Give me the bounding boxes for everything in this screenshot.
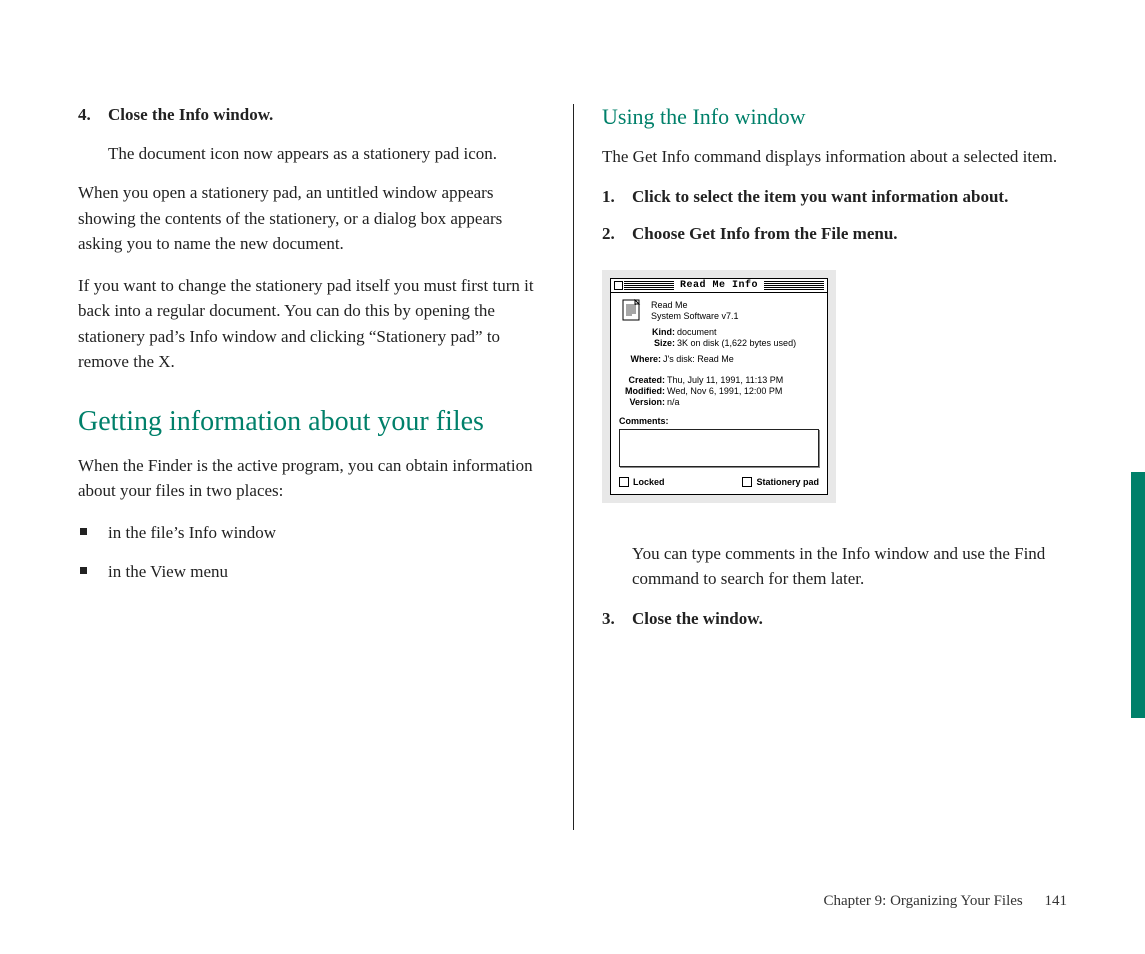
icon-info: Read Me System Software v7.1 [651,299,739,323]
size-value: 3K on disk (1,622 bytes used) [677,338,796,348]
step-1: 1. Click to select the item you want inf… [602,186,1068,209]
modified-label: Modified: [619,386,665,396]
list-item: in the View menu [108,559,543,585]
checkbox-row: Locked Stationery pad [619,477,819,487]
window-titlebar: Read Me Info [611,279,827,293]
document-icon [619,299,647,323]
locked-label: Locked [633,477,665,487]
mac-info-window: Read Me Info [610,278,828,495]
version-label: Version: [619,397,665,407]
step-number: 3. [602,608,632,631]
close-box-icon[interactable] [614,281,623,290]
kind-label: Kind: [643,327,675,337]
comments-input[interactable] [619,429,819,467]
paragraph: The Get Info command displays informatio… [602,144,1068,170]
step-number: 2. [602,223,632,246]
step-heading: Choose Get Info from the File menu. [632,223,1068,246]
step-2: 2. Choose Get Info from the File menu. [602,223,1068,246]
kv-block: Created:Thu, July 11, 1991, 11:13 PM Mod… [619,375,819,408]
window-title: Read Me Info [611,280,827,292]
paragraph: If you want to change the stationery pad… [78,273,543,375]
bullet-list: in the file’s Info window in the View me… [78,520,543,585]
left-column: 4. Close the Info window. The document i… [78,104,573,830]
created-label: Created: [619,375,665,385]
edge-tab-marker [1131,472,1145,718]
where-label: Where: [629,354,661,364]
page-number: 141 [1045,893,1068,909]
kv-block: Kind:document Size:3K on disk (1,622 byt… [619,327,819,349]
step-4: 4. Close the Info window. The document i… [78,104,543,166]
software-name: System Software v7.1 [651,311,739,321]
paragraph: You can type comments in the Info window… [632,541,1068,592]
right-column: Using the Info window The Get Info comma… [573,104,1068,830]
kv-block: Where:J's disk: Read Me [619,354,819,364]
doc-name: Read Me [651,300,739,310]
where-value: J's disk: Read Me [663,354,734,364]
step-body: Choose Get Info from the File menu. [632,223,1068,246]
checkbox-icon [742,477,752,487]
step-body: Close the window. [632,608,1068,631]
subsection-heading: Using the Info window [602,104,1068,130]
step-heading: Close the Info window. [108,104,543,127]
size-label: Size: [643,338,675,348]
step-heading: Click to select the item you want inform… [632,186,1068,209]
stationery-label: Stationery pad [756,477,819,487]
step-followup: You can type comments in the Info window… [602,541,1068,592]
info-window-figure: Read Me Info [602,270,836,503]
version-value: n/a [667,397,680,407]
window-body: Read Me System Software v7.1 Kind:docume… [611,293,827,494]
modified-value: Wed, Nov 6, 1991, 12:00 PM [667,386,782,396]
step-number: 1. [602,186,632,209]
paragraph: When you open a stationery pad, an untit… [78,180,543,257]
comments-label: Comments: [619,416,819,426]
section-heading: Getting information about your files [78,405,543,439]
page-footer: Chapter 9: Organizing Your Files 141 [823,893,1067,910]
locked-checkbox[interactable]: Locked [619,477,665,487]
step-heading: Close the window. [632,608,1068,631]
checkbox-icon [619,477,629,487]
stationery-checkbox[interactable]: Stationery pad [742,477,819,487]
chapter-label: Chapter 9: Organizing Your Files [823,893,1022,909]
step-number: 4. [78,104,108,166]
created-value: Thu, July 11, 1991, 11:13 PM [667,375,783,385]
step-body: Click to select the item you want inform… [632,186,1068,209]
page-content: 4. Close the Info window. The document i… [78,104,1068,830]
kind-value: document [677,327,717,337]
step-3: 3. Close the window. [602,608,1068,631]
step-body: Close the Info window. The document icon… [108,104,543,166]
list-item: in the file’s Info window [108,520,543,546]
paragraph: When the Finder is the active program, y… [78,453,543,504]
step-subtext: The document icon now appears as a stati… [108,141,543,167]
icon-row: Read Me System Software v7.1 [619,299,819,323]
